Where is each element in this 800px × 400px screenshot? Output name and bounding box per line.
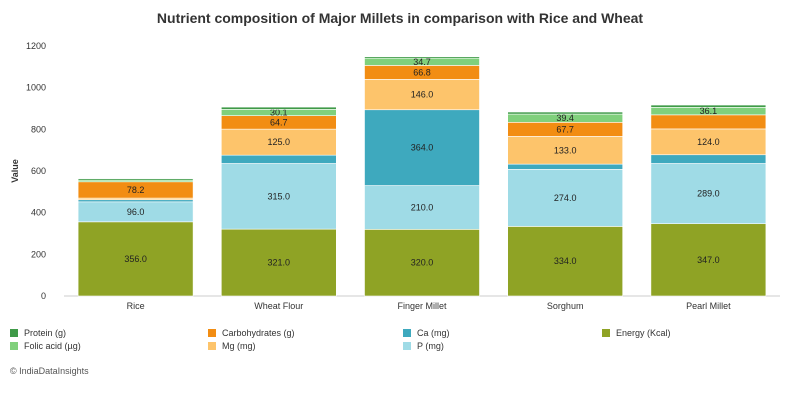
legend-swatch (208, 329, 216, 337)
data-label: 34.7 (413, 57, 431, 67)
legend-swatch (403, 342, 411, 350)
legend-label: P (mg) (417, 341, 444, 351)
stacked-bar-chart: Value 0 200 400 600 800 1000 1200 356.0 96.0 78.2 R… (10, 41, 780, 311)
legend-swatch (10, 342, 18, 350)
y-axis-label: Value (10, 159, 20, 183)
bar-segment (650, 114, 767, 130)
bar-segment (650, 163, 767, 225)
data-label: 334.0 (554, 256, 577, 266)
bar-segment (221, 106, 337, 110)
bar-segment (507, 163, 624, 170)
data-label: 274.0 (554, 193, 577, 203)
legend-label: Folic acid (µg) (24, 341, 81, 351)
data-label: 96.0 (127, 207, 145, 217)
y-tick-label: 1200 (26, 41, 46, 51)
data-label: 133.0 (554, 145, 577, 155)
legend-swatch (403, 329, 411, 337)
data-label: 66.8 (413, 67, 431, 77)
y-tick-label: 1000 (26, 83, 46, 93)
data-label: 78.2 (127, 185, 145, 195)
data-label: 210.0 (411, 202, 434, 212)
bar-segment (364, 79, 480, 111)
legend-item: Carbohydrates (g) (208, 328, 295, 338)
bar-segment (364, 185, 480, 230)
bar-segment (77, 221, 194, 297)
data-label: 64.7 (270, 117, 288, 127)
y-tick-label: 400 (31, 208, 46, 218)
data-label: 347.0 (697, 255, 720, 265)
bar-segment (77, 178, 194, 181)
bar-segment (650, 223, 767, 297)
data-label: 320.0 (411, 258, 434, 268)
legend-label: Energy (Kcal) (616, 328, 671, 338)
bar-segment (221, 228, 337, 297)
data-label: 39.4 (556, 113, 574, 123)
bar-segment (507, 169, 624, 227)
source-credit: © IndiaDataInsights (10, 366, 89, 376)
x-tick-label: Rice (127, 301, 145, 311)
legend-item: Protein (g) (10, 328, 66, 338)
data-label: 315.0 (268, 191, 291, 201)
y-tick-label: 600 (31, 166, 46, 176)
bar-segment (364, 56, 480, 59)
legend-swatch (602, 329, 610, 337)
y-tick-label: 800 (31, 124, 46, 134)
data-label: 146.0 (411, 90, 434, 100)
x-tick-label: Finger Millet (397, 301, 447, 311)
x-tick-label: Pearl Millet (686, 301, 731, 311)
legend-item: Mg (mg) (208, 341, 256, 351)
data-label: 356.0 (124, 254, 147, 264)
y-tick-label: 200 (31, 249, 46, 259)
bar-segment (221, 154, 337, 164)
data-label: 36.1 (700, 106, 718, 116)
bar-segment (507, 136, 624, 165)
legend-swatch (208, 342, 216, 350)
legend-label: Ca (mg) (417, 328, 450, 338)
legend-item: P (mg) (403, 341, 444, 351)
data-label: 321.0 (268, 258, 291, 268)
y-tick-label: 0 (41, 291, 46, 301)
bar-segment (507, 111, 624, 115)
legend-item: Energy (Kcal) (602, 328, 671, 338)
chart-title: Nutrient composition of Major Millets in… (156, 10, 644, 26)
bar-segment (507, 226, 624, 297)
legend-label: Carbohydrates (g) (222, 328, 295, 338)
bar-segment (650, 154, 767, 164)
bar-segment (364, 229, 480, 297)
legend-label: Protein (g) (24, 328, 67, 338)
data-label: 364.0 (411, 143, 434, 153)
legend-label: Mg (mg) (222, 341, 256, 351)
legend-item: Ca (mg) (403, 328, 450, 338)
data-label: 124.0 (697, 137, 720, 147)
data-label: 30.1 (270, 108, 288, 118)
data-label: 289.0 (697, 189, 720, 199)
data-label: 125.0 (268, 137, 291, 147)
bar-segment (650, 128, 767, 156)
bar-segment (77, 199, 194, 203)
x-tick-label: Wheat Flour (254, 301, 303, 311)
chart-legend: Protein (g) Carbohydrates (g) Ca (mg) Energ… (10, 328, 790, 364)
legend-swatch (10, 329, 18, 337)
data-label: 67.7 (556, 124, 574, 134)
x-tick-label: Sorghum (547, 301, 584, 311)
bar-segment (650, 104, 767, 108)
legend-item: Folic acid (µg) (10, 341, 81, 351)
